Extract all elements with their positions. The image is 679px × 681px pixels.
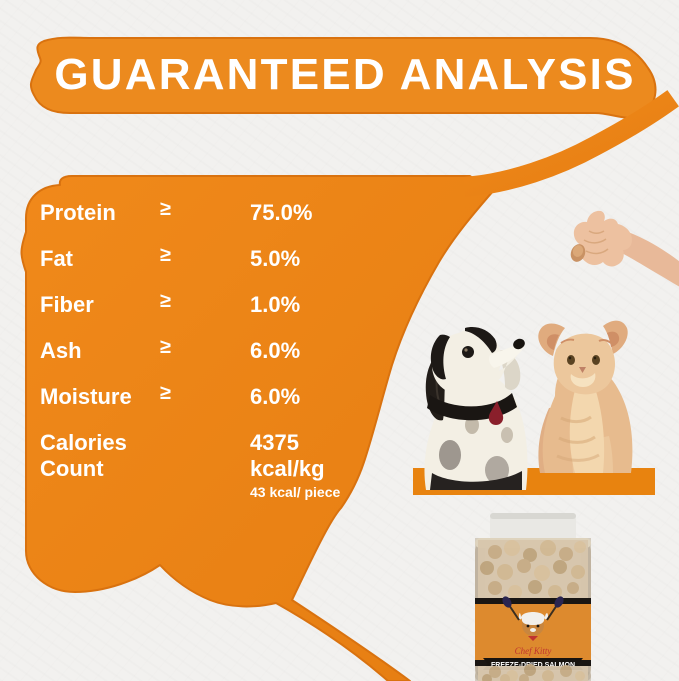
svg-text:Chef Kitty: Chef Kitty	[515, 646, 552, 656]
